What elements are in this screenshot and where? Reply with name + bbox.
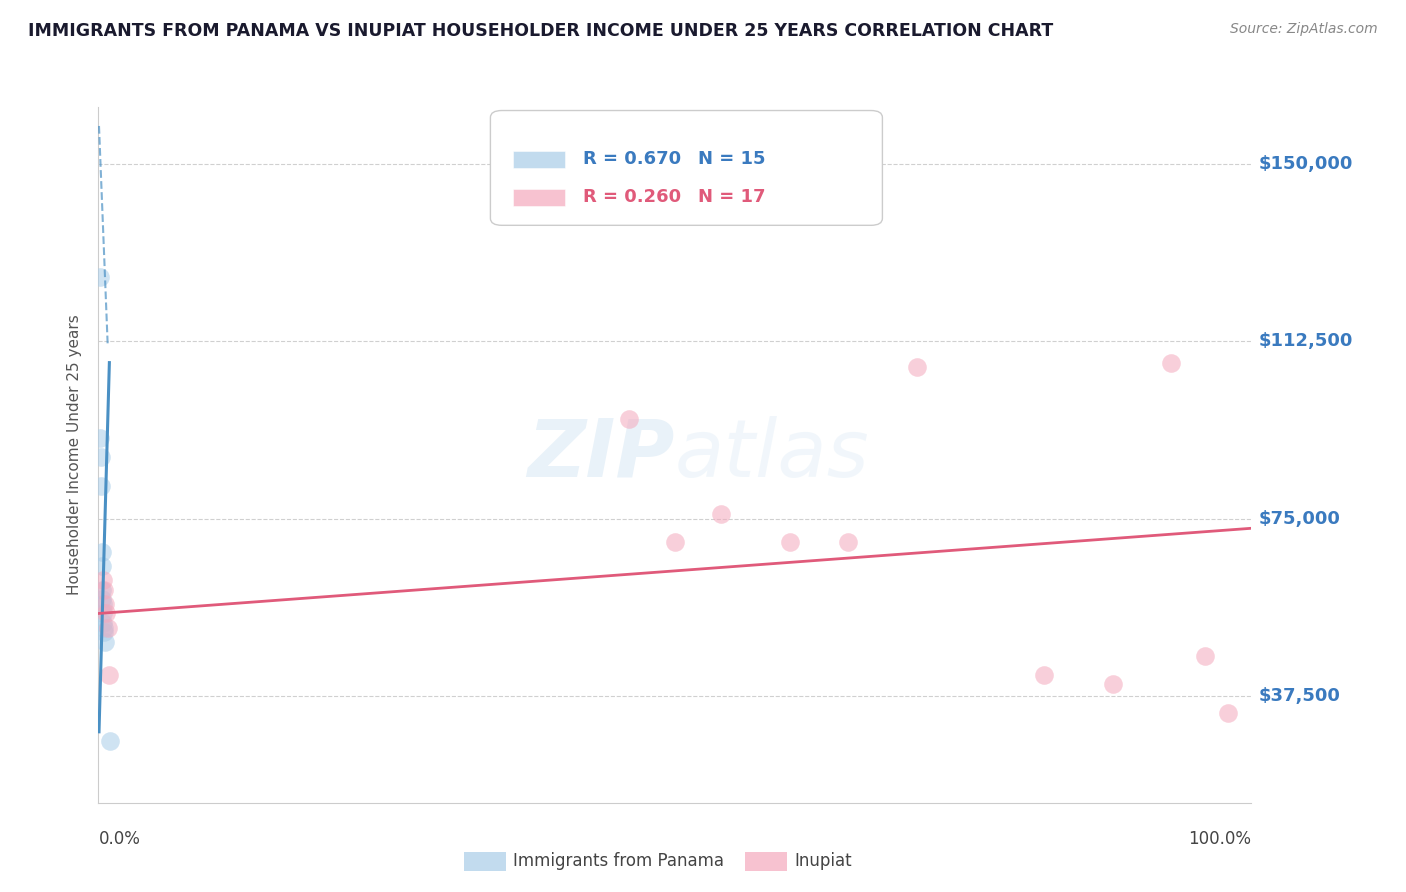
Point xyxy=(617,412,640,426)
Text: ZIP: ZIP xyxy=(527,416,675,494)
Point xyxy=(93,582,115,597)
Point xyxy=(1194,649,1216,664)
Point xyxy=(98,734,121,748)
Point xyxy=(905,360,928,375)
Point xyxy=(90,592,112,607)
Point xyxy=(91,607,114,621)
Point xyxy=(97,668,120,682)
Text: N = 15: N = 15 xyxy=(697,150,765,169)
Point xyxy=(90,478,112,492)
Text: N = 17: N = 17 xyxy=(697,188,765,206)
Point xyxy=(91,615,114,630)
Point xyxy=(94,635,117,649)
Point xyxy=(710,507,733,521)
Point xyxy=(779,535,801,549)
Point xyxy=(89,270,111,285)
Point xyxy=(97,621,120,635)
Point xyxy=(90,545,112,559)
Point xyxy=(93,621,115,635)
Text: $75,000: $75,000 xyxy=(1258,510,1340,528)
Text: R = 0.670: R = 0.670 xyxy=(582,150,681,169)
Text: Inupiat: Inupiat xyxy=(794,852,852,870)
Text: IMMIGRANTS FROM PANAMA VS INUPIAT HOUSEHOLDER INCOME UNDER 25 YEARS CORRELATION : IMMIGRANTS FROM PANAMA VS INUPIAT HOUSEH… xyxy=(28,22,1053,40)
Text: $37,500: $37,500 xyxy=(1258,688,1340,706)
Y-axis label: Householder Income Under 25 years: Householder Income Under 25 years xyxy=(67,315,83,595)
Point xyxy=(664,535,686,549)
Text: 100.0%: 100.0% xyxy=(1188,830,1251,847)
Point xyxy=(1102,677,1125,691)
Point xyxy=(1032,668,1054,682)
Text: atlas: atlas xyxy=(675,416,870,494)
Text: $150,000: $150,000 xyxy=(1258,155,1353,173)
Text: 0.0%: 0.0% xyxy=(98,830,141,847)
Text: $112,500: $112,500 xyxy=(1258,333,1353,351)
Point xyxy=(93,625,115,640)
Point xyxy=(91,597,114,611)
Point xyxy=(90,450,112,465)
Point xyxy=(94,597,117,611)
Point xyxy=(1160,356,1182,370)
FancyBboxPatch shape xyxy=(513,189,565,206)
FancyBboxPatch shape xyxy=(491,111,883,226)
Point xyxy=(90,582,112,597)
Text: R = 0.260: R = 0.260 xyxy=(582,188,681,206)
Point xyxy=(1218,706,1240,720)
Point xyxy=(89,431,111,445)
Text: Immigrants from Panama: Immigrants from Panama xyxy=(513,852,724,870)
FancyBboxPatch shape xyxy=(513,151,565,168)
Point xyxy=(91,574,114,588)
Point xyxy=(90,559,112,574)
Point xyxy=(96,607,118,621)
Point xyxy=(837,535,859,549)
Text: Source: ZipAtlas.com: Source: ZipAtlas.com xyxy=(1230,22,1378,37)
